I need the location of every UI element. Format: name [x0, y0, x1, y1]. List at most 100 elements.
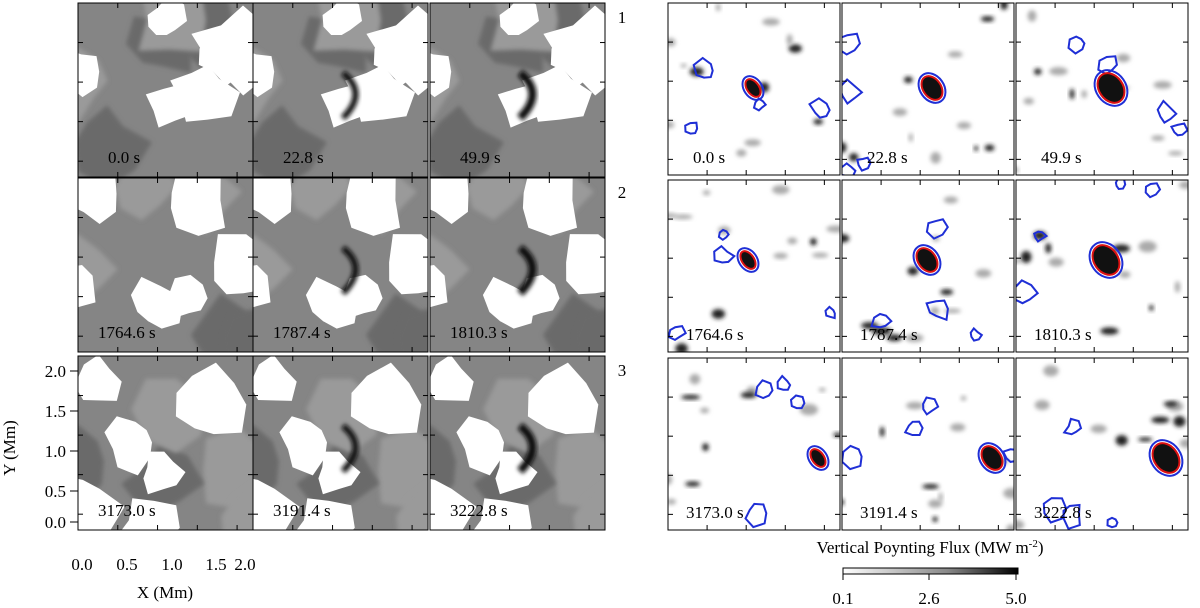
flux-core [1097, 73, 1125, 103]
flux-smudge [1049, 67, 1068, 76]
flux-panel: 0.0 s [667, 2, 841, 176]
intergranular-lane [322, 3, 362, 35]
time-label: 49.9 s [460, 148, 501, 167]
flux-core [1092, 245, 1120, 275]
blue-contour [842, 32, 862, 56]
panel-frame [429, 355, 606, 531]
flux-smudge [675, 343, 688, 352]
blue-contour [789, 394, 806, 410]
flux-smudge [938, 492, 943, 503]
blue-contour [717, 228, 730, 242]
flux-smudge [1034, 400, 1050, 410]
flux-smudge [681, 394, 701, 400]
intergranular-lane [522, 64, 592, 122]
flux-smudge [702, 190, 711, 196]
blue-contour [1042, 497, 1068, 524]
intergranular-lane [345, 178, 400, 236]
flux-smudge [1016, 258, 1022, 264]
x-tick-label: 1.5 [205, 555, 226, 574]
red-contour [1096, 72, 1126, 104]
intergranular-lane [78, 478, 125, 530]
flux-panel: 22.8 s [841, 2, 1015, 176]
flux-smudge [1090, 424, 1107, 434]
flux-smudge [1003, 487, 1014, 499]
flux-smudge [1016, 519, 1025, 530]
x-tick-label: 1.0 [161, 555, 182, 574]
panel-frame [429, 2, 606, 178]
time-label: 0.0 s [693, 148, 725, 167]
flux-smudge [960, 395, 967, 401]
flux-smudge [1069, 88, 1075, 100]
blue-contour [1156, 99, 1178, 124]
colorbar-tick-label: 2.6 [918, 589, 939, 608]
intergranular-lane [430, 356, 474, 401]
flux-smudge [922, 484, 939, 490]
panel-frame [841, 357, 1015, 531]
flux-smudge [1173, 416, 1186, 427]
panel-frame [667, 2, 841, 176]
blue-contour [692, 56, 714, 79]
flux-smudge [907, 266, 919, 276]
flux-smudge [1115, 435, 1128, 446]
time-label: 1764.6 s [98, 323, 156, 342]
colorbar-tick-label: 0.1 [832, 589, 853, 608]
intergranular-lane [253, 178, 292, 224]
panel-frame [1015, 179, 1189, 353]
intergranular-lane [253, 356, 297, 401]
flux-core [916, 248, 938, 272]
y-tick-label: 1.0 [45, 442, 66, 461]
colorbar-label: Vertical Poynting Flux (MW m-2) [816, 538, 1043, 557]
blue-contour [925, 299, 949, 322]
image-panel: 1764.6 s [77, 177, 254, 353]
flux-smudge [1163, 401, 1178, 407]
intergranular-lane [279, 416, 327, 476]
intergranular-lane [170, 178, 225, 236]
panel-image [668, 358, 840, 530]
flux-panel: 1764.6 s [667, 179, 841, 353]
shade [221, 308, 253, 352]
blue-contour [922, 396, 940, 416]
intergranular-lane [78, 178, 117, 224]
blue-contour [842, 78, 864, 105]
time-label: 3222.8 s [1034, 503, 1092, 522]
panel-image [842, 3, 1014, 175]
y-tick-label: 0.5 [45, 482, 66, 501]
blue-contour [842, 162, 857, 175]
flux-smudge [932, 516, 938, 523]
panel-image [430, 3, 605, 177]
flux-smudge [842, 142, 847, 153]
flux-smudge [762, 18, 780, 26]
intergranular-lane [78, 53, 100, 98]
time-label: 22.8 s [867, 148, 908, 167]
colorbar-label-text: Vertical Poynting Flux (MW m [816, 538, 1028, 557]
flux-smudge [1027, 10, 1037, 22]
shade [115, 178, 177, 221]
image-panel: 3191.4 s [252, 355, 429, 531]
time-label: 3191.4 s [860, 503, 918, 522]
flux-smudge [842, 499, 845, 506]
flux-smudge [984, 144, 995, 152]
shade [378, 427, 428, 509]
time-label: 3222.8 s [450, 501, 508, 520]
x-tick-label: 0.5 [116, 555, 137, 574]
shade [221, 483, 253, 530]
intergranular-lane [253, 53, 275, 98]
flux-smudge [787, 237, 798, 245]
panel-image [253, 356, 428, 530]
blue-contour [684, 121, 699, 135]
flux-smudge [711, 308, 726, 319]
panel-image [430, 356, 605, 530]
flux-smudge [668, 121, 675, 129]
intergranular-lane [121, 498, 180, 530]
panel-frame [841, 179, 1015, 353]
time-label: 1787.4 s [273, 323, 331, 342]
red-contour [1091, 244, 1121, 276]
shade [78, 105, 152, 177]
flux-smudge [928, 499, 943, 508]
flux-smudge [980, 16, 995, 22]
flux-smudge [702, 443, 709, 451]
flux-smudge [1149, 304, 1154, 311]
flux-smudge [1020, 251, 1032, 263]
blue-contour [806, 445, 830, 471]
flux-smudge [680, 63, 687, 68]
